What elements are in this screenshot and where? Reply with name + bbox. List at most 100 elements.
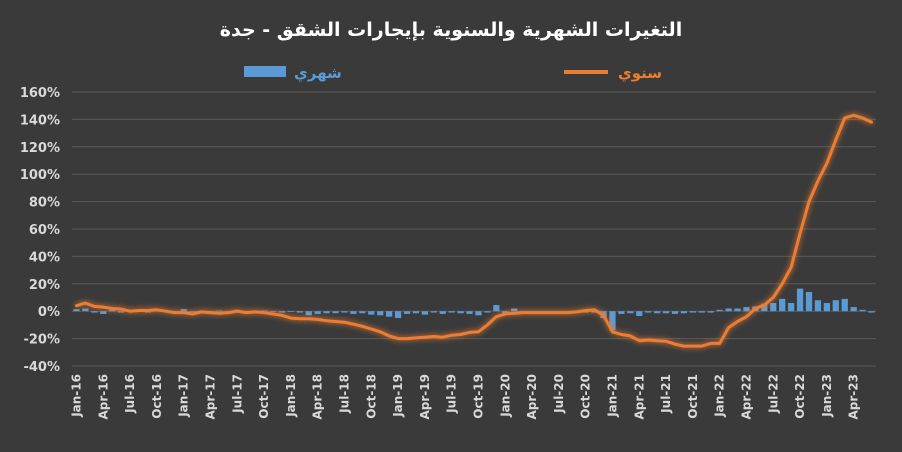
legend: شهري سنوي xyxy=(244,64,662,83)
monthly-bar xyxy=(82,308,89,312)
monthly-bar xyxy=(323,311,330,314)
x-tick-label: Jan-18 xyxy=(284,374,298,418)
x-tick-label: Jan-19 xyxy=(391,374,405,418)
x-tick-label: Jul-19 xyxy=(445,374,459,414)
monthly-bar xyxy=(216,310,223,312)
monthly-bar xyxy=(654,311,661,314)
y-tick-label: 160% xyxy=(20,86,60,101)
monthly-bar xyxy=(332,311,339,314)
monthly-bar xyxy=(680,311,688,314)
monthly-bar xyxy=(725,308,732,312)
x-tick-label: Apr-22 xyxy=(740,374,754,419)
monthly-bar xyxy=(805,292,813,312)
monthly-bar xyxy=(743,307,750,312)
y-tick-label: -40% xyxy=(23,360,60,375)
monthly-bar xyxy=(394,311,402,319)
monthly-bar xyxy=(278,311,286,313)
monthly-bar xyxy=(627,311,634,314)
monthly-bar xyxy=(118,311,125,313)
monthly-bar xyxy=(636,311,643,316)
x-tick-label: Apr-20 xyxy=(525,374,539,419)
monthly-bar xyxy=(698,311,705,313)
monthly-bar xyxy=(662,311,670,314)
monthly-bar xyxy=(707,311,714,313)
monthly-bar xyxy=(475,311,482,316)
monthly-bar xyxy=(314,311,321,314)
y-tick-label: 60% xyxy=(29,223,60,238)
x-axis-ticks: Jan-16 Apr-16 Jul-16 Oct-16 Jan-17 Apr-17 Jul-… xyxy=(70,374,861,419)
x-tick-label: Oct-19 xyxy=(472,374,486,419)
x-tick-label: Oct-18 xyxy=(364,374,378,419)
monthly-bar xyxy=(591,311,598,313)
monthly-bar xyxy=(377,311,384,316)
monthly-bar xyxy=(645,311,652,313)
y-tick-label: 80% xyxy=(29,196,60,211)
monthly-bar xyxy=(609,311,616,331)
monthly-bar xyxy=(386,311,393,317)
x-tick-label: Apr-16 xyxy=(96,374,110,419)
legend-label-yearly: سنوي xyxy=(618,64,662,83)
monthly-bar xyxy=(671,311,679,314)
x-tick-label: Jul-21 xyxy=(659,374,673,414)
y-tick-label: 120% xyxy=(20,141,60,156)
monthly-bar xyxy=(859,309,866,312)
y-tick-label: 0% xyxy=(38,305,60,320)
monthly-bar xyxy=(189,311,196,312)
x-tick-label: Oct-17 xyxy=(257,374,271,419)
monthly-bar xyxy=(412,311,420,314)
x-tick-label: Apr-21 xyxy=(632,374,646,419)
y-tick-label: 40% xyxy=(29,250,60,265)
monthly-bar xyxy=(457,311,464,314)
x-tick-label: Jul-16 xyxy=(123,374,137,414)
monthly-bar xyxy=(305,311,312,316)
monthly-bar xyxy=(779,298,786,312)
x-tick-label: Jul-17 xyxy=(230,374,244,414)
monthly-bar xyxy=(832,300,839,312)
yearly-series-line xyxy=(75,113,873,348)
x-tick-label: Oct-16 xyxy=(150,374,164,419)
monthly-bar xyxy=(493,305,500,312)
x-tick-label: Oct-22 xyxy=(793,374,807,419)
monthly-bar xyxy=(368,311,375,315)
monthly-bar xyxy=(296,311,303,313)
monthly-bar xyxy=(850,307,857,312)
monthly-bar xyxy=(502,311,509,314)
legend-swatch-monthly xyxy=(244,66,286,77)
monthly-bar xyxy=(350,311,357,314)
monthly-bar xyxy=(761,303,768,312)
monthly-bar xyxy=(109,309,116,312)
monthly-bar xyxy=(341,311,348,313)
monthly-bar xyxy=(180,309,187,312)
monthly-bar xyxy=(269,311,277,312)
x-tick-label: Apr-18 xyxy=(311,374,325,419)
monthly-bar xyxy=(788,302,795,312)
monthly-bar xyxy=(511,308,518,312)
chart-title: التغيرات الشهرية والسنوية بإيجارات الشقق… xyxy=(220,19,682,41)
x-tick-label: Jan-17 xyxy=(177,374,191,418)
y-tick-label: 20% xyxy=(29,278,60,293)
monthly-bar xyxy=(484,311,491,313)
gridlines xyxy=(72,91,876,367)
x-tick-label: Jan-20 xyxy=(498,374,512,418)
x-tick-label: Oct-21 xyxy=(686,374,700,419)
x-tick-label: Jan-22 xyxy=(713,374,727,418)
x-tick-label: Apr-19 xyxy=(418,374,432,419)
legend-label-monthly: شهري xyxy=(294,64,342,83)
x-tick-label: Jan-16 xyxy=(70,374,84,418)
monthly-bar xyxy=(796,288,804,312)
x-tick-label: Oct-20 xyxy=(579,374,593,419)
monthly-bar xyxy=(359,311,366,314)
monthly-bar xyxy=(260,310,268,312)
monthly-bar xyxy=(734,308,741,312)
monthly-bar xyxy=(770,302,777,312)
monthly-bar xyxy=(91,311,98,313)
y-axis-ticks: 160% 140% 120% 100% 80% 60% 40% 20% 0% -20% -40% xyxy=(20,86,60,375)
monthly-bar xyxy=(439,311,446,314)
monthly-bar xyxy=(421,311,428,315)
monthly-bar xyxy=(689,311,696,313)
yearly-line xyxy=(75,113,873,348)
x-tick-label: Jul-22 xyxy=(766,374,780,414)
monthly-bar xyxy=(73,309,80,312)
